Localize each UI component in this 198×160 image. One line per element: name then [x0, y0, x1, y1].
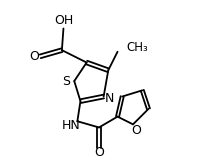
Text: OH: OH — [54, 14, 73, 27]
Text: CH₃: CH₃ — [127, 41, 148, 54]
Text: HN: HN — [62, 119, 81, 132]
Text: O: O — [131, 124, 141, 137]
Text: O: O — [94, 146, 104, 159]
Text: N: N — [105, 92, 114, 105]
Text: S: S — [63, 75, 70, 88]
Text: O: O — [29, 50, 39, 63]
